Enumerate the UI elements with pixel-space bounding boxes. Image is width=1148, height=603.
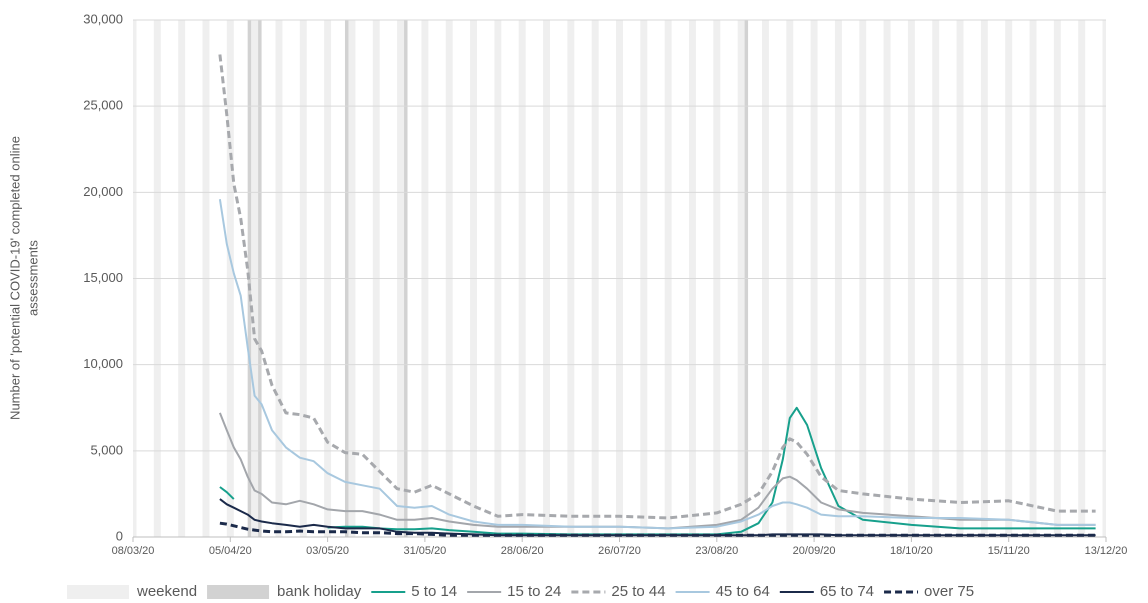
series-line (218, 199, 1096, 530)
legend-label: 45 to 64 (716, 583, 770, 600)
x-tick-label: 15/11/20 (988, 545, 1030, 557)
y-tick-label: 20,000 (83, 184, 123, 199)
legend-label: bank holiday (277, 583, 362, 600)
y-tick-label: 0 (116, 528, 123, 543)
legend-swatch (67, 585, 129, 599)
y-tick-label: 30,000 (83, 11, 123, 26)
y-axis-title: Number of 'potential COVID-19' completed… (7, 136, 22, 420)
series-line (219, 521, 1096, 537)
legend-swatch (207, 585, 270, 599)
y-tick-label: 25,000 (83, 98, 123, 113)
legend-label: 25 to 44 (611, 583, 665, 600)
x-tick-label: 08/03/20 (112, 545, 155, 557)
legend-label: 15 to 24 (507, 583, 561, 600)
legend-label: over 75 (924, 583, 974, 600)
x-tick-label: 18/10/20 (890, 545, 933, 557)
legend-label: 65 to 74 (820, 583, 874, 600)
legend-label: weekend (136, 583, 197, 600)
series-line (218, 412, 1096, 530)
y-tick-label: 5,000 (90, 442, 123, 457)
legend-label: 5 to 14 (411, 583, 457, 600)
x-tick-label: 26/07/20 (598, 545, 641, 557)
x-tick-label: 03/05/20 (306, 545, 349, 557)
y-tick-label: 10,000 (83, 356, 123, 371)
series-line (218, 54, 1096, 520)
x-tick-label: 13/12/20 (1085, 545, 1128, 557)
y-tick-label: 15,000 (83, 270, 123, 285)
series-line (219, 406, 1096, 536)
x-tick-label: 28/06/20 (501, 545, 544, 557)
y-axis-title: assessments (25, 240, 40, 316)
x-tick-label: 31/05/20 (403, 545, 446, 557)
x-tick-label: 05/04/20 (209, 545, 252, 557)
x-tick-label: 23/08/20 (695, 545, 738, 557)
x-tick-label: 20/09/20 (793, 545, 836, 557)
